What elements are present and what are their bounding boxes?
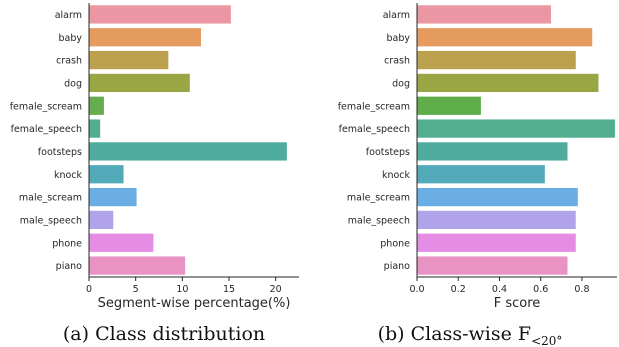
bar-female-speech — [417, 119, 615, 138]
category-label: male_scream — [19, 193, 82, 204]
caption-b: (b) Class-wise F<20° — [378, 323, 563, 347]
bar-crash — [89, 50, 169, 70]
category-label: piano — [384, 261, 411, 272]
bar-phone — [89, 233, 154, 252]
bar-dog — [417, 73, 599, 93]
bar-male-scream — [417, 187, 578, 207]
chart-class-wise-f-score: alarm baby crash dog female_scream female_spe… — [338, 3, 617, 311]
chart-class-distribution: alarm baby crash dog female_scream female_spe… — [10, 3, 299, 311]
category-label: alarm — [55, 10, 82, 21]
bar-baby — [417, 28, 593, 47]
bar-footsteps — [89, 142, 287, 161]
bar-female-scream — [417, 96, 481, 115]
category-label: male_scream — [347, 193, 410, 204]
category-label: baby — [386, 33, 410, 44]
x-tick-label: 0.2 — [451, 284, 466, 295]
x-tick-label: 0.4 — [492, 284, 507, 295]
category-label: footsteps — [366, 147, 410, 158]
x-tick-label: 5 — [133, 284, 139, 295]
category-label: knock — [382, 170, 411, 181]
category-label: footsteps — [38, 147, 82, 158]
bar-male-speech — [417, 210, 576, 230]
x-axis-title: Segment-wise percentage(%) — [98, 296, 291, 311]
category-label: dog — [64, 78, 82, 89]
bar-piano — [417, 256, 568, 275]
x-tick-label: 15 — [223, 284, 235, 295]
x-tick-label: 0 — [86, 284, 92, 295]
bar-piano — [89, 256, 186, 275]
x-axis-title: F score — [494, 296, 541, 311]
bar-knock — [89, 165, 124, 184]
category-label: female_scream — [10, 101, 82, 112]
category-label: crash — [384, 56, 410, 67]
x-tick-label: 20 — [270, 284, 282, 295]
category-label: female_speech — [11, 124, 82, 135]
bar-female-scream — [89, 96, 104, 115]
category-label: dog — [392, 78, 410, 89]
category-label: piano — [56, 261, 83, 272]
bar-knock — [417, 165, 545, 184]
category-label: phone — [52, 238, 82, 249]
category-label: knock — [54, 170, 83, 181]
caption-a: (a) Class distribution — [63, 323, 265, 345]
x-tick-label: 0.0 — [409, 284, 424, 295]
bar-footsteps — [417, 142, 568, 161]
category-label: alarm — [383, 10, 410, 21]
bar-male-speech — [89, 210, 114, 230]
bar-phone — [417, 233, 576, 252]
bar-alarm — [417, 5, 552, 24]
bar-male-scream — [89, 187, 137, 207]
category-label: female_speech — [339, 124, 410, 135]
bar-crash — [417, 50, 576, 70]
category-label: crash — [56, 56, 82, 67]
category-label: male_speech — [348, 215, 410, 226]
category-label: female_scream — [338, 101, 410, 112]
category-label: baby — [58, 33, 82, 44]
x-tick-label: 0.6 — [533, 284, 548, 295]
x-tick-label: 0.8 — [574, 284, 589, 295]
bar-dog — [89, 73, 190, 93]
caption-b-subscript: <20° — [531, 334, 562, 347]
category-label: phone — [380, 238, 410, 249]
category-label: male_speech — [20, 215, 82, 226]
x-tick-label: 10 — [176, 284, 188, 295]
bar-baby — [89, 28, 201, 47]
caption-b-main: (b) Class-wise F — [378, 323, 531, 345]
bar-alarm — [89, 5, 231, 24]
bar-female-speech — [89, 119, 101, 138]
